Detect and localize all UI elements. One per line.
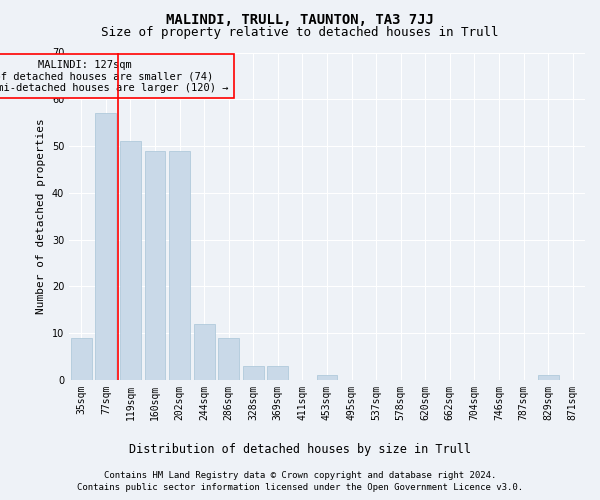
Text: MALINDI, TRULL, TAUNTON, TA3 7JJ: MALINDI, TRULL, TAUNTON, TA3 7JJ [166,12,434,26]
Bar [120,142,141,380]
Bar [218,338,239,380]
Bar [317,376,337,380]
Bar [169,151,190,380]
Bar [95,114,116,380]
Text: Size of property relative to detached houses in Trull: Size of property relative to detached ho… [101,26,499,39]
Text: Contains public sector information licensed under the Open Government Licence v3: Contains public sector information licen… [77,484,523,492]
Bar [268,366,289,380]
Text: MALINDI: 127sqm
← 38% of detached houses are smaller (74)
62% of semi-detached h: MALINDI: 127sqm ← 38% of detached houses… [0,60,229,92]
Bar [194,324,215,380]
Text: Contains HM Land Registry data © Crown copyright and database right 2024.: Contains HM Land Registry data © Crown c… [104,471,496,480]
Bar [145,151,166,380]
Y-axis label: Number of detached properties: Number of detached properties [36,118,46,314]
Bar [538,376,559,380]
Bar [243,366,264,380]
Bar [71,338,92,380]
Text: Distribution of detached houses by size in Trull: Distribution of detached houses by size … [129,442,471,456]
